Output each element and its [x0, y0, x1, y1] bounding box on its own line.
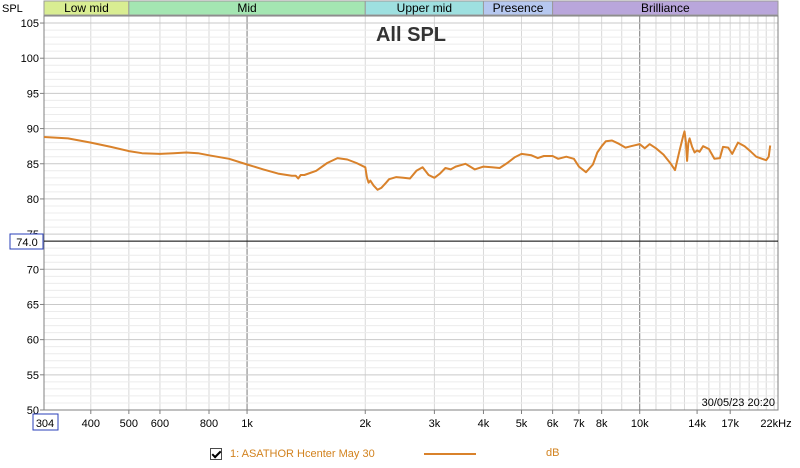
x-tick-label: 600 [151, 418, 169, 430]
x-tick-label: 8k [596, 418, 608, 430]
legend: 1: ASATHOR Hcenter May 30 dB [210, 446, 559, 462]
y-tick-label: 85 [27, 159, 39, 171]
x-tick-label: 4k [478, 418, 490, 430]
y-tick-label: 80 [27, 194, 39, 206]
x-tick-label: 400 [82, 418, 100, 430]
y-axis-ticks: 10510095908580757065605550 [21, 18, 44, 417]
y-tick-label: 105 [21, 18, 39, 30]
x-tick-label: 7k [573, 418, 585, 430]
x-tick-label: 14k [688, 418, 706, 430]
x-tick-label: 10k [631, 418, 649, 430]
x-start-label: 304 [36, 418, 54, 430]
y-axis-label: SPL [2, 3, 23, 15]
y-tick-label: 70 [27, 264, 39, 276]
x-tick-label: 500 [120, 418, 138, 430]
legend-series-swatch [424, 453, 476, 455]
chart-title: All SPL [376, 24, 446, 46]
series-line[interactable] [43, 130, 772, 191]
legend-series-name[interactable]: 1: ASATHOR Hcenter May 30 [230, 448, 375, 460]
plot-frame [43, 15, 779, 411]
band-label: Presence [493, 1, 544, 15]
frequency-bands: Low mid Mid Upper mid Presence Brilliance [43, 0, 779, 16]
y-tick-label: 55 [27, 370, 39, 382]
band-label: Low mid [64, 1, 109, 15]
x-unit-label: 22kHz [760, 418, 791, 430]
y-tick-label: 90 [27, 124, 39, 136]
reference-level-box[interactable]: 74.0 [9, 233, 44, 250]
band-label: Upper mid [397, 1, 452, 15]
x-tick-label: 1k [241, 418, 253, 430]
band-label: Mid [237, 1, 256, 15]
x-tick-label: 5k [516, 418, 528, 430]
y-tick-label: 65 [27, 299, 39, 311]
band-brilliance: Brilliance [552, 0, 779, 16]
x-axis-ticks: 400 500 600 800 1k 2k 3k 4k 5k 6k 7k 8k 10k 14k 17k [82, 410, 740, 430]
y-tick-label: 95 [27, 88, 39, 100]
band-low-mid: Low mid [43, 0, 130, 16]
x-tick-label: 2k [359, 418, 371, 430]
reference-level-label: 74.0 [16, 237, 37, 249]
y-tick-label: 100 [21, 53, 39, 65]
band-mid: Mid [128, 0, 366, 16]
x-start-box[interactable]: 304 [32, 413, 59, 431]
band-presence: Presence [482, 0, 554, 16]
x-tick-label: 800 [200, 418, 218, 430]
x-tick-label: 6k [547, 418, 559, 430]
series-visibility-checkbox[interactable] [210, 448, 222, 460]
band-upper-mid: Upper mid [364, 0, 484, 16]
timestamp: 30/05/23 20:20 [702, 397, 775, 409]
x-tick-label: 3k [429, 418, 441, 430]
x-tick-label: 17k [721, 418, 739, 430]
y-tick-label: 60 [27, 335, 39, 347]
band-label: Brilliance [641, 1, 690, 15]
series-layer [43, 130, 772, 191]
legend-series-unit: dB [546, 447, 560, 459]
